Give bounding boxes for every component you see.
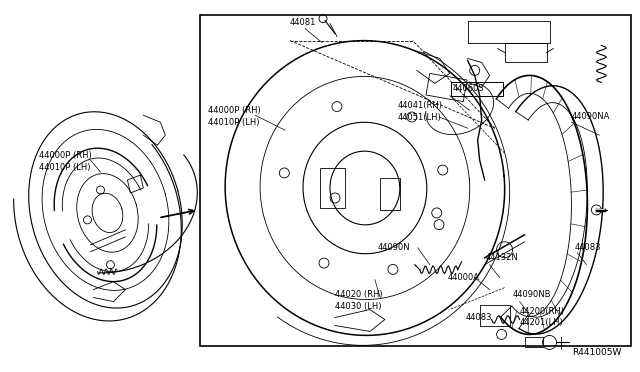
Text: 44051(LH): 44051(LH)	[398, 113, 442, 122]
Bar	[380, 178, 400, 210]
Bar	[200, 15, 631, 346]
Text: 44090N: 44090N	[378, 243, 410, 252]
Text: 44041(RH): 44041(RH)	[398, 101, 443, 110]
Circle shape	[497, 330, 507, 339]
Text: 44083: 44083	[466, 313, 492, 322]
Text: 44010P (LH): 44010P (LH)	[38, 163, 90, 171]
Text: 44081: 44081	[290, 18, 316, 27]
Text: 44090NA: 44090NA	[572, 112, 610, 121]
Text: 44030 (LH): 44030 (LH)	[335, 302, 381, 311]
Bar	[525, 337, 543, 347]
Text: 44200(RH): 44200(RH)	[520, 307, 564, 316]
Text: 44020 (RH): 44020 (RH)	[335, 290, 383, 299]
Circle shape	[591, 205, 602, 215]
Bar	[426, 73, 467, 102]
Text: 44000A: 44000A	[448, 273, 480, 282]
Text: 44083: 44083	[575, 243, 601, 252]
Text: 44132N: 44132N	[486, 253, 518, 262]
Bar	[479, 305, 509, 327]
Bar	[320, 168, 345, 208]
Text: 44000P (RH): 44000P (RH)	[38, 151, 92, 160]
Text: 44060S: 44060S	[452, 84, 484, 93]
Text: 44090NB: 44090NB	[513, 290, 551, 299]
Text: 44000P (RH): 44000P (RH)	[208, 106, 261, 115]
Text: 44201(LH): 44201(LH)	[520, 318, 563, 327]
Bar	[451, 82, 502, 96]
Bar	[504, 42, 547, 62]
Text: 44010P (LH): 44010P (LH)	[208, 118, 260, 127]
Text: R441005W: R441005W	[572, 348, 621, 357]
